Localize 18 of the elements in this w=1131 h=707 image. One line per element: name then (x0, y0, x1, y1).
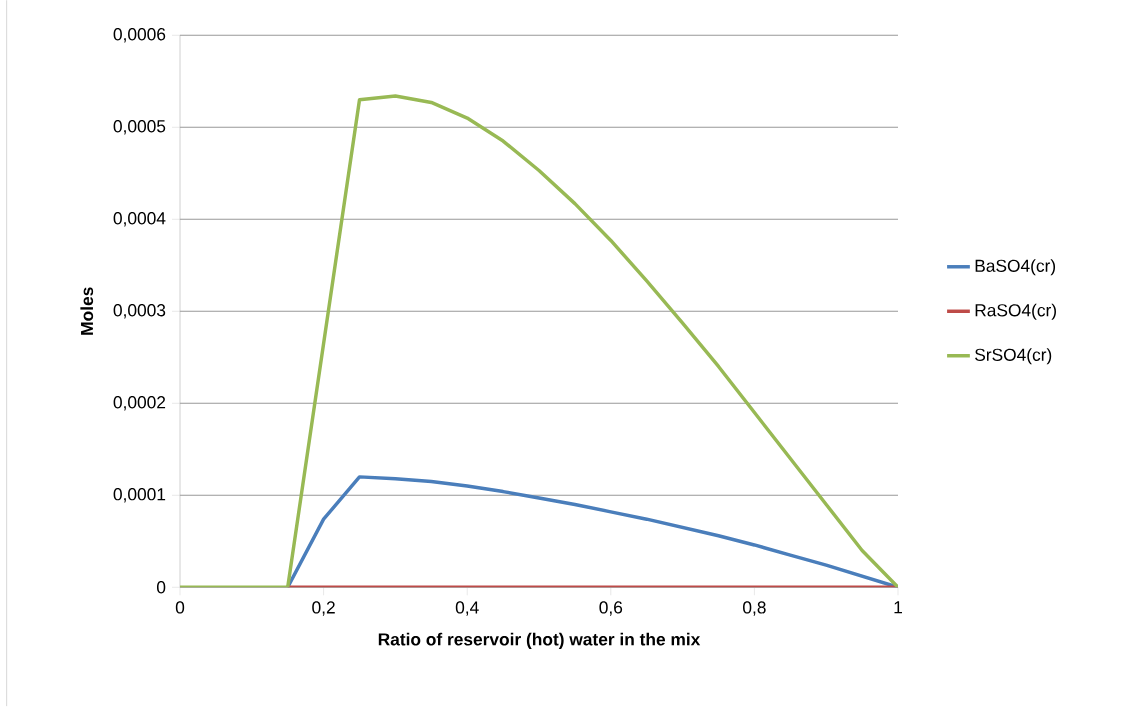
legend-label: BaSO4(cr) (975, 259, 1056, 276)
x-tick-label: 0,8 (743, 601, 766, 616)
y-tick-label: 0 (156, 581, 166, 594)
x-tick-label: 0,6 (599, 601, 623, 616)
y-tick-label: 0,0001 (113, 488, 166, 503)
y-tick-label: 0,0003 (113, 304, 166, 319)
x-axis-title: Ratio of reservoir (hot) water in the mix (378, 633, 701, 650)
y-tick-label: 0,0006 (113, 28, 166, 43)
legend-label: RaSO4(cr) (975, 303, 1056, 321)
y-tick-label: 0,0005 (113, 120, 166, 135)
x-tick-label: 1 (894, 601, 902, 614)
x-tick-label: 0,4 (455, 601, 479, 616)
y-tick-label: 0,0004 (113, 212, 166, 227)
y-axis-title: Moles (80, 287, 94, 335)
y-tick-label: 0,0002 (113, 396, 166, 411)
x-tick-label: 0,2 (312, 601, 335, 616)
legend-label: SrSO4(cr) (975, 348, 1052, 365)
x-tick-label: 0 (175, 601, 185, 614)
